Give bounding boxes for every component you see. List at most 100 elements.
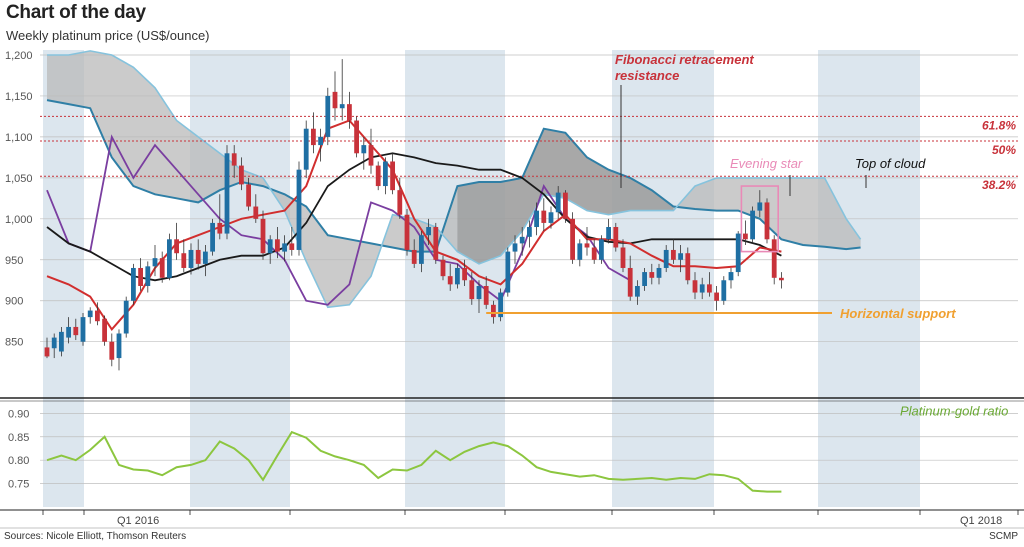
candle-body-28 — [246, 184, 251, 207]
candle-body-19 — [181, 253, 187, 268]
candle-body-26 — [231, 153, 237, 166]
candle-body-87 — [671, 249, 676, 260]
candle-body-7 — [95, 310, 100, 322]
candle-body-37 — [311, 128, 316, 146]
y-tick-label-1: 900 — [5, 296, 23, 308]
evening-star-box — [740, 185, 780, 253]
y-tick-label-4: 1,050 — [5, 173, 33, 185]
candle-body-43 — [354, 120, 359, 154]
candle-body-41 — [339, 104, 345, 109]
candle-body-69 — [541, 210, 547, 223]
y-tick-label-0: 850 — [5, 337, 23, 349]
cloud-edge-line-a — [46, 99, 861, 253]
fib-title-label: Fibonacci retracement — [615, 52, 754, 67]
candle-body-39 — [325, 95, 331, 137]
candle-body-65 — [512, 243, 518, 252]
candle-body-77 — [599, 239, 604, 260]
candle-body-4 — [73, 326, 79, 336]
candle-body-89 — [685, 253, 691, 281]
candle-body-76 — [591, 247, 597, 260]
candle-body-30 — [260, 218, 266, 254]
candle-body-66 — [519, 236, 525, 244]
y-tick-label-3: 1,000 — [5, 214, 33, 226]
candle-body-61 — [483, 285, 489, 305]
ratio-y-tick-label-0: 0.90 — [8, 408, 29, 420]
fib-title-label-2: resistance — [615, 68, 679, 83]
y-tick-label-7: 1,200 — [5, 50, 33, 62]
candle-body-21 — [195, 249, 201, 264]
y-tick-label-6: 1,150 — [5, 91, 33, 103]
candle-body-16 — [159, 258, 165, 278]
candle-body-22 — [203, 251, 208, 264]
cloud-edge-line-b — [47, 50, 862, 309]
sources-note: Sources: Nicole Elliott, Thomson Reuters — [4, 531, 187, 542]
candle-body-79 — [613, 227, 619, 248]
candle-body-0 — [44, 347, 50, 357]
candle-body-92 — [707, 284, 712, 293]
candle-body-68 — [534, 210, 539, 228]
quarter-band-0 — [43, 50, 84, 507]
candle-body-70 — [548, 212, 554, 223]
candle-body-23 — [210, 222, 215, 252]
publisher-credit: SCMP — [989, 531, 1018, 542]
candle-body-10 — [116, 333, 122, 359]
candle-body-93 — [714, 292, 719, 301]
candle-body-99 — [757, 202, 763, 211]
candle-body-102 — [779, 277, 784, 281]
support-label: Horizontal support — [840, 306, 956, 321]
candle-body-40 — [332, 91, 338, 109]
candle-body-14 — [145, 266, 151, 286]
candle-body-96 — [735, 233, 741, 273]
candle-body-5 — [80, 317, 86, 342]
candle-body-38 — [318, 136, 323, 146]
candle-body-48 — [390, 161, 395, 191]
candle-body-24 — [217, 222, 223, 234]
candle-body-78 — [606, 227, 611, 240]
ratio-label: Platinum-gold ratio — [900, 404, 1008, 419]
candle-body-44 — [361, 145, 367, 154]
candle-body-45 — [368, 145, 374, 166]
chart-subtitle: Weekly platinum price (US$/ounce) — [6, 28, 210, 43]
evening-star-label: Evening star — [730, 156, 803, 171]
candle-body-83 — [642, 272, 647, 286]
quarter-band-1 — [190, 50, 290, 507]
candle-body-15 — [152, 258, 158, 267]
candle-body-71 — [555, 192, 561, 213]
candle-body-1 — [51, 337, 57, 349]
candle-body-100 — [764, 202, 770, 240]
candle-body-85 — [656, 267, 662, 278]
y-tick-label-2: 950 — [5, 255, 23, 267]
candle-body-49 — [397, 190, 403, 215]
candle-body-74 — [577, 243, 583, 260]
candle-body-3 — [66, 326, 71, 338]
candle-body-94 — [721, 280, 727, 301]
candle-body-64 — [505, 251, 511, 293]
candle-body-90 — [692, 280, 698, 293]
candle-body-75 — [584, 243, 590, 248]
candle-body-51 — [411, 249, 417, 264]
candle-body-52 — [419, 235, 424, 264]
candle-body-54 — [433, 227, 439, 260]
candle-body-63 — [498, 292, 503, 318]
candle-body-91 — [699, 284, 705, 293]
candle-body-13 — [138, 267, 143, 286]
ratio-y-tick-label-1: 0.85 — [8, 432, 29, 444]
candle-body-97 — [743, 233, 748, 240]
ratio-line — [46, 430, 782, 493]
ichimoku-cloud — [47, 50, 861, 308]
candle-body-98 — [750, 210, 755, 240]
y-tick-label-5: 1,100 — [5, 132, 33, 144]
candle-body-58 — [462, 267, 467, 281]
candle-body-8 — [102, 318, 107, 342]
candle-body-27 — [239, 165, 244, 185]
x-tick-label-q1-2016: Q1 2016 — [117, 515, 159, 527]
candle-body-56 — [447, 276, 453, 285]
fib-level-label-0: 61.8% — [982, 118, 1016, 132]
candle-body-47 — [383, 161, 388, 187]
candle-body-60 — [476, 285, 482, 300]
ratio-y-tick-label-3: 0.75 — [8, 479, 29, 491]
ratio-y-tick-label-2: 0.80 — [8, 455, 29, 467]
candle-body-88 — [678, 253, 683, 260]
candle-body-25 — [224, 153, 230, 234]
candle-body-11 — [123, 300, 129, 334]
